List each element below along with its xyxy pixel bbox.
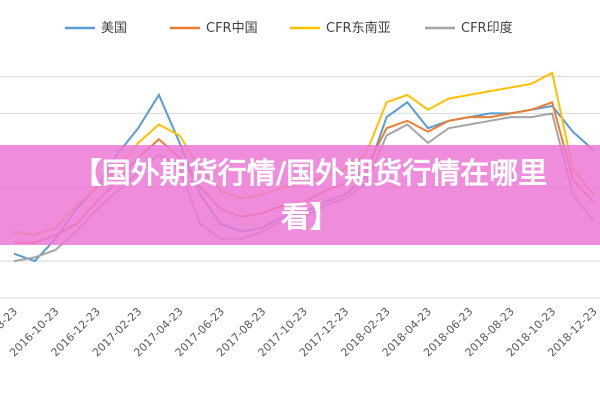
legend-label: 美国 <box>101 21 127 36</box>
legend-label: CFR东南亚 <box>326 20 391 36</box>
legend-label: CFR印度 <box>461 20 513 36</box>
legend-label: CFR中国 <box>206 21 258 36</box>
banner-text: 【国外期货行情/国外期货行情在哪里看】 <box>72 156 548 234</box>
banner: 【国外期货行情/国外期货行情在哪里看】 <box>0 145 600 245</box>
